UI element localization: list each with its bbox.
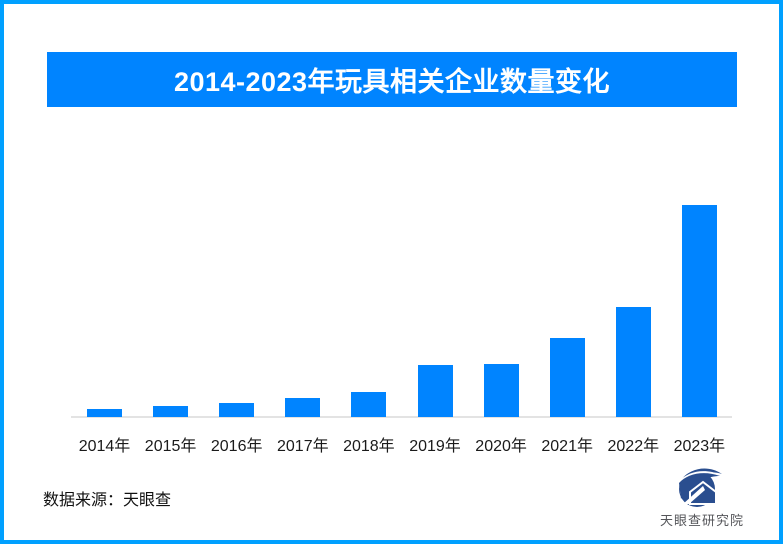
bar-2016年 <box>219 403 255 417</box>
x-axis-label-2018年: 2018年 <box>343 438 395 455</box>
x-axis-line <box>71 416 732 418</box>
x-axis-label-2019年: 2019年 <box>409 438 461 455</box>
bar-2023年 <box>681 205 717 417</box>
tianyancha-research-logo: 天眼查研究院 <box>660 466 745 529</box>
x-axis-label-2014年: 2014年 <box>78 438 131 455</box>
bar-2018年 <box>351 392 387 417</box>
bar-2020年 <box>483 364 519 417</box>
chart-title-banner: 2014-2023年玩具相关企业数量变化 <box>47 52 737 107</box>
bar-2019年 <box>417 365 453 417</box>
tianyancha-eye-house-logo-icon <box>679 468 722 507</box>
x-axis-label-2020年: 2020年 <box>475 438 527 455</box>
chart-title: 2014-2023年玩具相关企业数量变化 <box>173 67 611 97</box>
x-axis-label-2023年: 2023年 <box>673 438 726 455</box>
bar-2021年 <box>549 338 585 417</box>
bar-2017年 <box>285 398 321 417</box>
x-axis-label-2017年: 2017年 <box>276 438 329 455</box>
bar-2014年 <box>87 409 122 417</box>
logo-text: 天眼查研究院 <box>660 513 745 528</box>
bar-2015年 <box>153 406 189 417</box>
data-source-label: 数据来源：天眼查 <box>43 492 172 509</box>
x-axis-label-2021年: 2021年 <box>541 438 593 455</box>
x-axis-label-2022年: 2022年 <box>607 438 660 455</box>
x-axis-label-2016年: 2016年 <box>210 438 263 455</box>
x-axis-label-2015年: 2015年 <box>144 438 197 455</box>
bar-2022年 <box>615 307 651 417</box>
